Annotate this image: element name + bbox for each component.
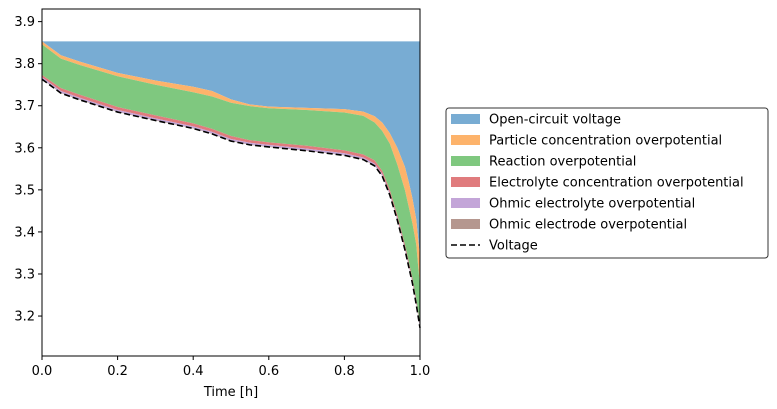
- legend-label: Ohmic electrode overpotential: [489, 218, 687, 233]
- x-axis-label: Time [h]: [203, 385, 258, 400]
- legend-label: Particle concentration overpotential: [489, 134, 722, 149]
- legend-label: Open-circuit voltage: [489, 113, 621, 128]
- legend-item-open-circuit-voltage: Open-circuit voltage: [451, 113, 621, 128]
- legend-item-reaction-overpotential: Reaction overpotential: [451, 155, 636, 170]
- legend-item-voltage: Voltage: [451, 239, 538, 254]
- plot-frame: [41, 8, 421, 357]
- y-axis: 3.2 3.3 3.4 3.5 3.6 3.7 3.8 3.9: [14, 15, 42, 325]
- y-tick-label: 3.5: [14, 183, 35, 198]
- legend-swatch: [451, 114, 480, 124]
- legend-swatch: [451, 219, 480, 229]
- x-tick-label: 0.2: [107, 364, 128, 379]
- legend-item-electrolyte-concentration-overpotential: Electrolyte concentration overpotential: [451, 176, 744, 191]
- legend-item-ohmic-electrolyte-overpotential: Ohmic electrolyte overpotential: [451, 197, 695, 212]
- legend-item-particle-concentration-overpotential: Particle concentration overpotential: [451, 134, 722, 149]
- legend-swatch: [451, 177, 480, 187]
- legend-swatch: [451, 135, 480, 145]
- voltage-line: [41, 78, 421, 328]
- y-tick-label: 3.8: [14, 57, 35, 72]
- legend-swatch: [451, 156, 480, 166]
- stacked-areas: [42, 41, 420, 328]
- legend-label: Electrolyte concentration overpotential: [489, 176, 744, 191]
- legend-swatch: [451, 198, 480, 208]
- y-tick-label: 3.7: [14, 99, 35, 114]
- legend-label: Reaction overpotential: [489, 155, 636, 170]
- y-tick-label: 3.2: [14, 310, 35, 325]
- area-open-circuit-voltage: [42, 41, 420, 258]
- y-tick-label: 3.3: [14, 267, 35, 282]
- y-tick-label: 3.9: [14, 15, 35, 30]
- x-tick-label: 0.8: [334, 364, 355, 379]
- x-tick-label: 0.6: [258, 364, 279, 379]
- legend: Open-circuit voltage Particle concentrati…: [445, 107, 769, 259]
- x-tick-label: 1.0: [410, 364, 431, 379]
- x-tick-label: 0.0: [32, 364, 53, 379]
- voltage-line-layer: [41, 78, 421, 328]
- area-reaction-overpotential: [42, 44, 420, 325]
- y-tick-label: 3.4: [14, 225, 35, 240]
- legend-label: Ohmic electrolyte overpotential: [489, 197, 695, 212]
- y-tick-label: 3.6: [14, 141, 35, 156]
- x-tick-label: 0.4: [183, 364, 204, 379]
- legend-item-ohmic-electrode-overpotential: Ohmic electrode overpotential: [451, 218, 687, 233]
- x-axis: 0.0 0.2 0.4 0.6 0.8 1.0: [32, 356, 431, 379]
- legend-label: Voltage: [489, 239, 538, 254]
- legend-box: [445, 107, 769, 259]
